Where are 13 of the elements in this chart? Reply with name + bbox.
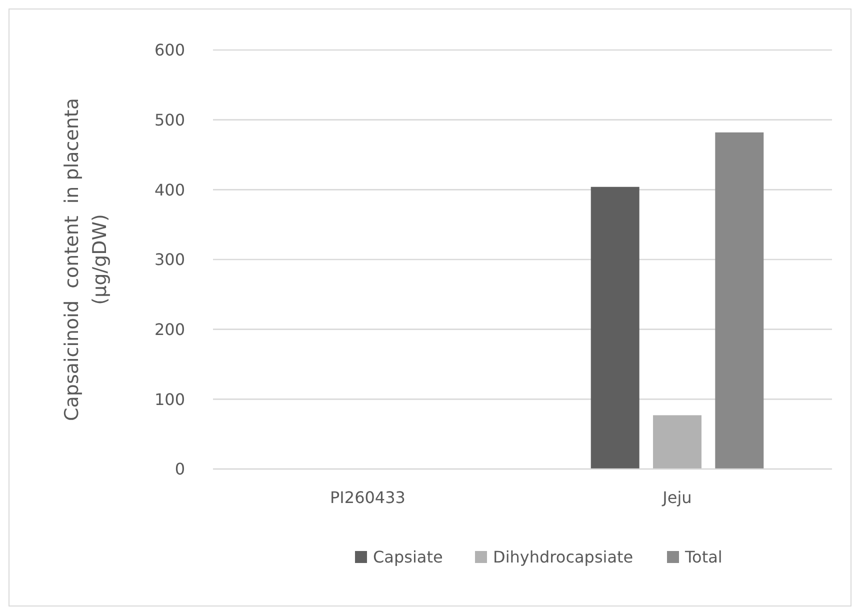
y-tick-label: 200 [154,320,185,339]
y-tick-label: 100 [154,390,185,409]
y-tick-label: 300 [154,250,185,270]
x-tick-label: PI260433 [330,488,406,507]
y-tick-label: 600 [154,40,185,60]
y-axis-title: Capsaicinoid content in placenta (µg/gDW) [61,98,111,422]
legend-label: Total [684,548,722,567]
y-tick-label: 0 [174,460,185,479]
y-tick-label: 500 [154,110,185,130]
x-tick-label: Jeju [662,488,692,507]
legend-label: Capsiate [373,548,443,567]
legend-label: Dihyhdrocapsiate [493,548,634,567]
y-tick-label: 400 [154,180,185,200]
